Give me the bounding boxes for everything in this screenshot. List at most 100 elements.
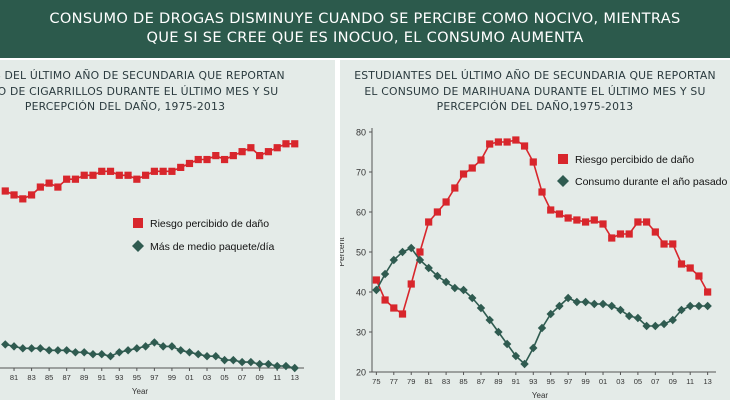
legend-marker-use: [557, 175, 569, 187]
x-tick-label: 13: [703, 377, 711, 386]
x-tick-label: 11: [273, 373, 281, 382]
x-tick-label: 85: [45, 373, 53, 382]
data-point-risk: [264, 148, 273, 156]
x-tick-label: 01: [599, 377, 607, 386]
data-point-use: [572, 297, 582, 307]
data-point-use: [255, 359, 264, 369]
y-tick-label: 40: [356, 288, 366, 298]
data-point-risk: [599, 220, 607, 228]
data-point-risk: [581, 218, 590, 226]
data-point-use: [132, 344, 142, 353]
data-point-risk: [442, 198, 450, 206]
data-point-use: [633, 313, 643, 323]
data-point-use: [71, 348, 80, 357]
x-tick-label: 95: [133, 373, 141, 382]
data-point-use: [407, 243, 416, 253]
legend-marker-risk: [133, 218, 143, 228]
data-point-risk: [212, 152, 220, 160]
data-point-use: [211, 352, 220, 361]
data-point-use: [9, 342, 19, 351]
data-point-use: [433, 271, 442, 281]
chart-title-line: TES DEL ÚLTIMO AÑO DE SECUNDARIA QUE REP…: [0, 69, 285, 82]
data-point-risk: [695, 272, 703, 280]
data-point-use: [62, 346, 71, 355]
data-point-risk: [677, 260, 686, 268]
data-point-risk: [425, 218, 433, 226]
x-tick-label: 89: [80, 373, 88, 382]
data-point-use: [694, 301, 704, 311]
x-tick-label: 11: [686, 377, 694, 386]
data-point-use: [607, 301, 616, 311]
data-point-risk: [63, 175, 71, 183]
data-point-risk: [54, 183, 62, 191]
y-tick-label: 70: [356, 168, 366, 178]
data-point-risk: [468, 164, 476, 172]
data-point-use: [485, 315, 494, 325]
data-point-risk: [608, 234, 616, 242]
data-point-risk: [660, 240, 668, 248]
data-point-use: [150, 338, 159, 347]
data-point-risk: [651, 228, 659, 236]
data-point-use: [459, 285, 468, 295]
data-point-risk: [115, 171, 123, 179]
data-point-risk: [616, 230, 625, 238]
header-banner: CONSUMO DE DROGAS DISMINUYE CUANDO SE PE…: [0, 0, 730, 58]
data-point-risk: [407, 280, 415, 288]
data-point-use: [194, 350, 203, 359]
data-point-risk: [89, 171, 97, 179]
x-tick-label: 75: [372, 377, 380, 386]
data-point-use: [281, 361, 291, 371]
data-point-use: [158, 342, 168, 351]
data-point-risk: [98, 167, 106, 175]
data-point-use: [380, 269, 390, 279]
x-tick-label: 95: [547, 377, 555, 386]
data-point-risk: [282, 140, 290, 148]
data-point-risk: [1, 187, 9, 195]
series-line-risk: [375, 139, 709, 316]
data-point-risk: [45, 179, 53, 187]
series-line-use: [5, 341, 295, 369]
legend-marker-use: [132, 240, 144, 252]
data-point-use: [220, 355, 229, 365]
data-point-risk: [256, 152, 264, 160]
data-point-risk: [71, 175, 80, 183]
data-point-risk: [185, 159, 194, 168]
data-point-use: [272, 361, 282, 371]
x-tick-label: 03: [203, 373, 211, 382]
x-tick-label: 93: [529, 377, 537, 386]
data-point-risk: [590, 216, 598, 224]
cigarette-chart-plot: 81 83 85 87 89 91 93 95 97 99 01 03 05 07 09 11 13 Year Ri…: [0, 140, 304, 396]
data-point-risk: [564, 214, 572, 222]
data-point-risk: [416, 248, 424, 256]
data-point-risk: [669, 240, 677, 248]
x-tick-label: 09: [669, 377, 677, 386]
data-point-use: [106, 352, 115, 361]
x-tick-label: 83: [27, 373, 35, 382]
data-point-risk: [398, 310, 407, 318]
x-tick-label: 07: [238, 373, 246, 382]
y-tick-label: 30: [356, 328, 366, 338]
data-point-risk: [247, 144, 255, 152]
x-tick-label: 99: [581, 377, 589, 386]
data-point-use: [686, 301, 695, 311]
data-point-risk: [477, 156, 485, 164]
x-tick-label: 81: [10, 373, 18, 382]
data-point-use: [237, 357, 247, 367]
data-point-risk: [686, 264, 694, 272]
data-point-use: [123, 346, 133, 355]
x-tick-label: 97: [150, 373, 158, 382]
x-tick-label: 83: [442, 377, 450, 386]
x-tick-label: 85: [459, 377, 467, 386]
data-point-risk: [273, 144, 281, 152]
chart-title-line: EL CONSUMO DE MARIHUANA DURANTE EL ÚLTIM…: [364, 84, 706, 98]
chart-title-line: PERCEPCIÓN DEL DAÑO,1975-2013: [436, 100, 634, 113]
x-tick-label: 77: [390, 377, 398, 386]
data-point-use: [476, 303, 486, 313]
data-point-use: [450, 283, 460, 293]
data-point-use: [468, 293, 477, 303]
data-point-risk: [625, 230, 633, 238]
data-point-use: [537, 323, 547, 333]
data-point-risk: [124, 171, 132, 179]
data-point-use: [398, 247, 407, 257]
data-point-risk: [486, 140, 494, 148]
